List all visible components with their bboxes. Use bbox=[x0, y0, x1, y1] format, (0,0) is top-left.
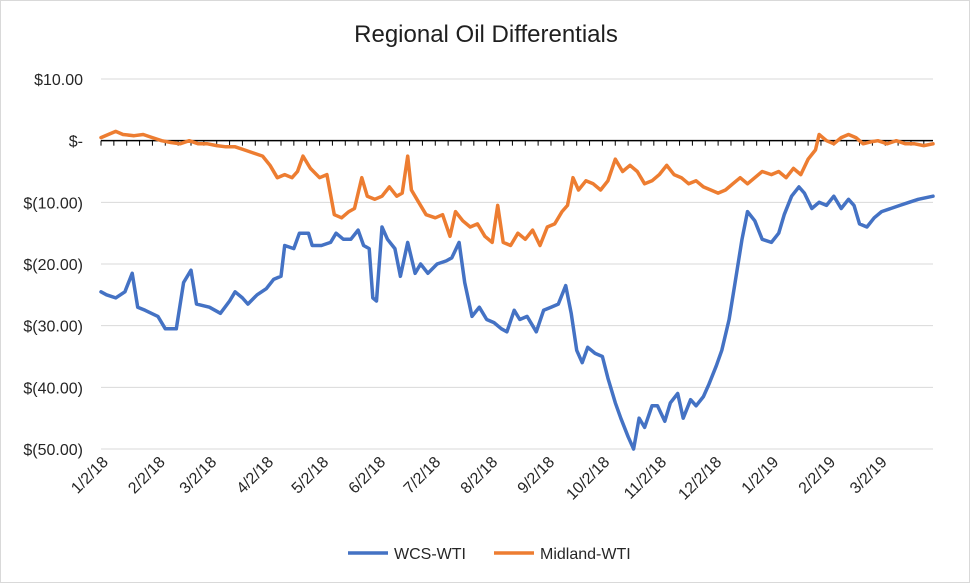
y-tick-label: $(40.00) bbox=[23, 380, 83, 397]
x-tick-label: 5/2/18 bbox=[289, 454, 333, 498]
y-axis-ticks: $10.00 $- $(10.00) $(20.00) $(30.00) $(40.00)… bbox=[23, 72, 83, 459]
x-tick-label: 3/2/19 bbox=[847, 454, 891, 498]
x-tick-label: 4/2/18 bbox=[234, 454, 278, 498]
x-tick-label: 1/2/18 bbox=[68, 454, 112, 498]
y-tick-label: $- bbox=[69, 134, 83, 151]
x-tick-label: 10/2/18 bbox=[563, 454, 613, 504]
y-tick-label: $(30.00) bbox=[23, 319, 83, 336]
x-tick-label: 8/2/18 bbox=[458, 454, 502, 498]
y-tick-label: $(10.00) bbox=[23, 195, 83, 212]
x-tick-label: 11/2/18 bbox=[621, 454, 670, 503]
x-tick-label: 7/2/18 bbox=[401, 454, 445, 498]
series-line-midland-wti bbox=[99, 129, 935, 248]
y-tick-label: $10.00 bbox=[34, 72, 83, 89]
x-tick-label: 6/2/18 bbox=[346, 454, 390, 498]
series-lines bbox=[99, 129, 935, 451]
series-line-wcs-wti bbox=[99, 185, 935, 451]
x-tick-label: 2/2/18 bbox=[125, 454, 169, 498]
x-tick-label: 1/2/19 bbox=[739, 454, 783, 498]
legend: WCS-WTI Midland-WTI bbox=[348, 546, 631, 563]
legend-label: Midland-WTI bbox=[540, 546, 631, 563]
x-tick-label: 9/2/18 bbox=[515, 454, 559, 498]
x-tick-label: 12/2/18 bbox=[675, 454, 725, 504]
y-tick-label: $(20.00) bbox=[23, 257, 83, 274]
x-tick-label: 2/2/19 bbox=[796, 454, 840, 498]
x-tick-label: 3/2/18 bbox=[177, 454, 221, 498]
legend-label: WCS-WTI bbox=[394, 546, 466, 563]
y-tick-label: $(50.00) bbox=[23, 442, 83, 459]
gridlines bbox=[101, 78, 933, 450]
chart-title: Regional Oil Differentials bbox=[354, 21, 618, 48]
